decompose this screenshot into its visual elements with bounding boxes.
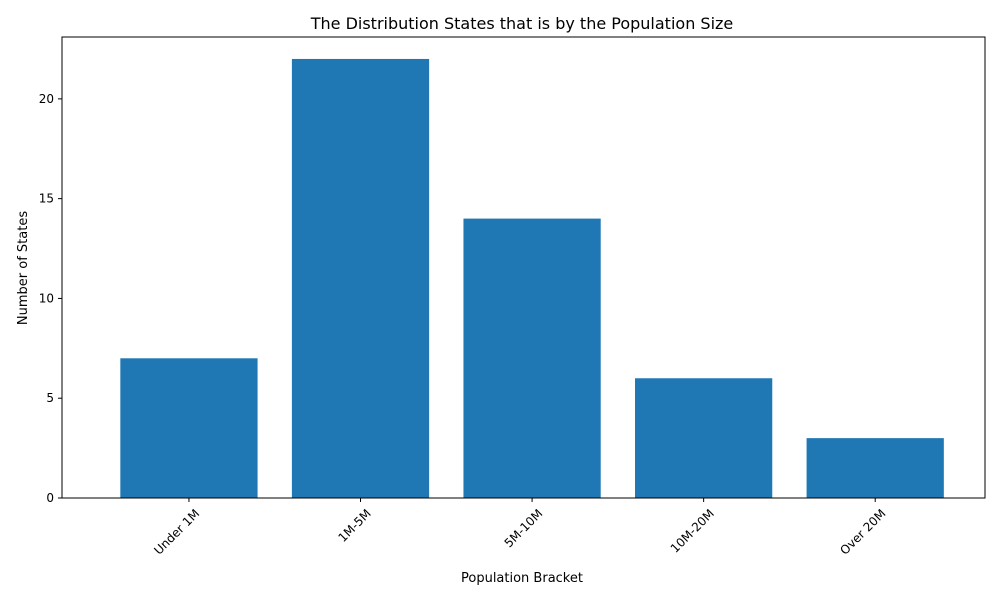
chart-title: The Distribution States that is by the P… [310, 14, 734, 33]
x-tick-label: Under 1M [151, 506, 202, 557]
x-tick-label: 5M-10M [502, 506, 546, 550]
bar-1m-5m [291, 58, 430, 498]
y-ticks: 0 5 10 15 20 [39, 92, 62, 505]
y-tick-label: 5 [46, 391, 54, 405]
x-ticks: Under 1M 1M-5M 5M-10M 10M-20M Over 20M [151, 498, 889, 558]
bars-layer [120, 58, 944, 498]
y-tick-label: 20 [39, 92, 54, 106]
x-axis-label: Population Bracket [461, 571, 583, 586]
y-tick-label: 10 [39, 291, 54, 305]
y-tick-label: 0 [46, 491, 54, 505]
plot-frame [61, 36, 986, 499]
bar-5m-10m [463, 218, 601, 498]
bar-10m-20m [635, 378, 773, 498]
x-tick-label: 10M-20M [668, 506, 717, 555]
bar-under-1m [120, 358, 258, 498]
x-tick-label: Over 20M [837, 506, 888, 557]
x-tick-label: 1M-5M [335, 506, 373, 544]
axes-layer [61, 36, 986, 499]
y-tick-label: 15 [39, 192, 54, 206]
y-axis-label: Number of States [16, 211, 31, 325]
bar-over-20m [806, 438, 944, 498]
